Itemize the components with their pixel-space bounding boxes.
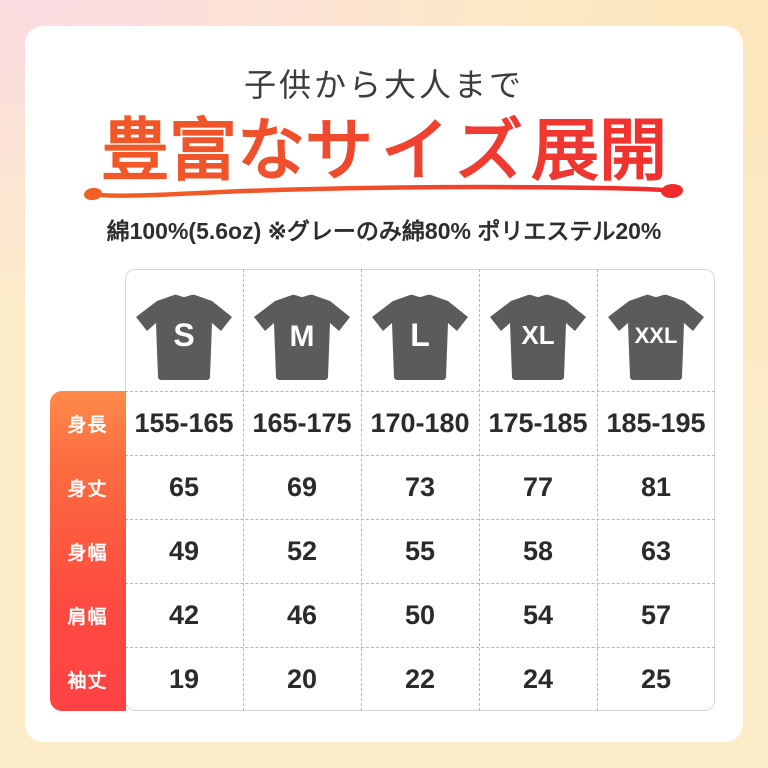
svg-text:L: L bbox=[410, 317, 430, 353]
svg-text:S: S bbox=[173, 317, 194, 353]
svg-text:XXL: XXL bbox=[635, 323, 678, 348]
svg-text:M: M bbox=[290, 320, 315, 353]
svg-text:XL: XL bbox=[521, 320, 554, 350]
